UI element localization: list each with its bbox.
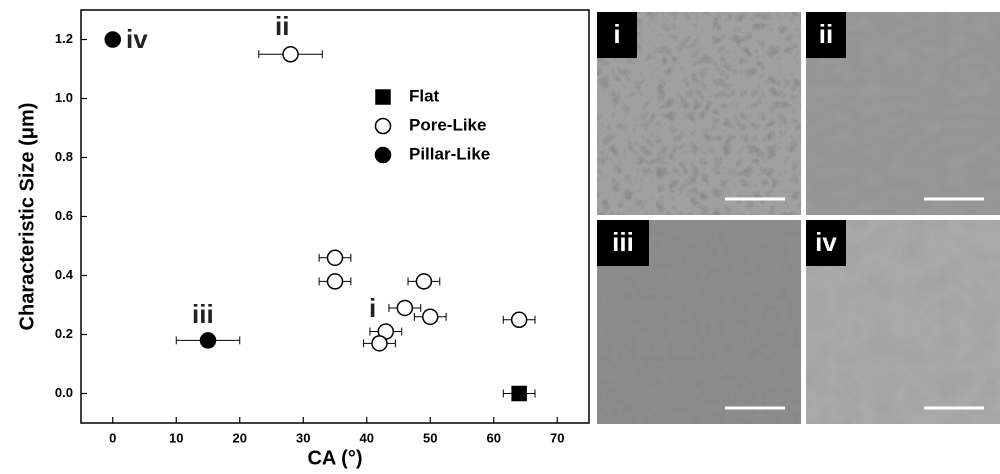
data-point [326, 273, 344, 290]
plot: 0 10 20 30 40 50 60 70 0.0 0.2 0.4 0.6 0.8 1.0 1.2 CA (… [16, 9, 590, 469]
legend-marker [374, 117, 392, 135]
y-tick-label: 1.2 [55, 31, 73, 46]
data-point [371, 335, 388, 352]
y-tick-label: 0.4 [55, 267, 74, 282]
annotation: ii [275, 11, 289, 41]
x-tick-label: 20 [233, 430, 247, 445]
x-tick-label: 50 [423, 430, 437, 445]
data-point [422, 308, 439, 326]
legend-label: Pore-Like [409, 115, 486, 134]
x-tick-label: 0 [109, 430, 116, 445]
panel-label-box [597, 12, 637, 58]
panel-label: ii [819, 19, 833, 49]
annotation: iv [126, 24, 148, 54]
x-tick-label: 10 [169, 430, 183, 445]
y-tick-label: 0.0 [55, 385, 73, 400]
plot-frame [80, 9, 590, 424]
x-tick-label: 40 [360, 430, 374, 445]
x-tick-label: 70 [550, 430, 564, 445]
data-point [396, 299, 414, 317]
annotation: i [369, 293, 376, 323]
x-axis-label: CA (°) [307, 447, 362, 469]
y-tick-label: 1.0 [55, 90, 73, 105]
panel-label-box [806, 12, 846, 58]
legend-marker [374, 146, 392, 164]
legend-label: Pillar-Like [409, 144, 490, 163]
panel-label-box [597, 220, 649, 266]
data-point [282, 46, 299, 63]
y-axis-label: Characteristic Size (μm) [16, 103, 38, 331]
x-tick-label: 60 [487, 430, 501, 445]
y-tick-label: 0.8 [55, 149, 73, 164]
panel-label: i [613, 19, 620, 49]
panel-label: iii [612, 227, 634, 257]
data-point [510, 311, 528, 328]
annotation: iii [192, 299, 214, 329]
data-point [415, 273, 433, 290]
panel-label-box [806, 220, 846, 266]
data-point [199, 332, 217, 349]
data-point [511, 385, 527, 402]
y-tick-label: 0.2 [55, 326, 73, 341]
y-tick-label: 0.6 [55, 208, 73, 223]
x-tick-label: 30 [296, 430, 310, 445]
data-point [104, 31, 121, 48]
panel-label: iv [815, 227, 837, 257]
data-point [326, 249, 344, 267]
legend-marker [375, 89, 391, 105]
legend-label: Flat [409, 86, 440, 105]
